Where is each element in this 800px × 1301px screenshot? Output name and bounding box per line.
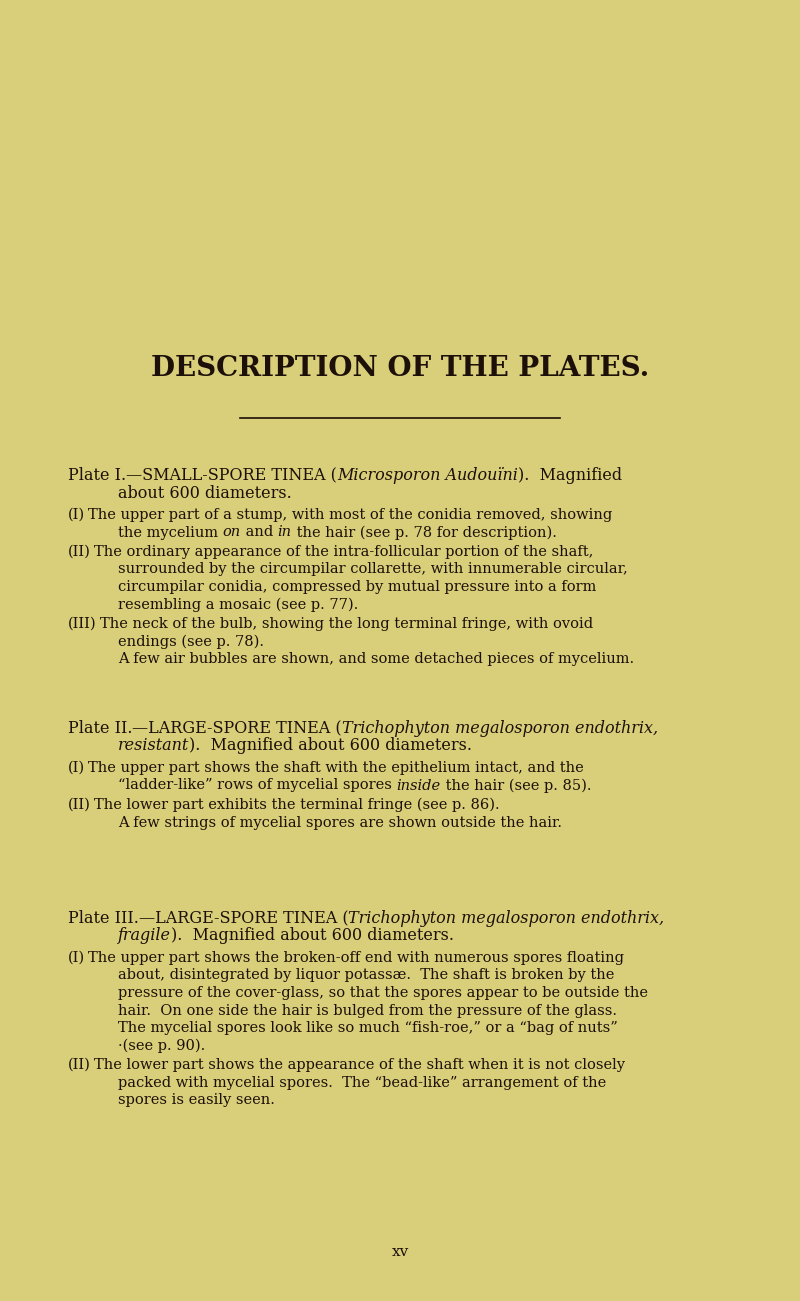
Text: Plate II.: Plate II. [68,719,133,736]
Text: The lower part shows the appearance of the shaft when it is not closely: The lower part shows the appearance of t… [94,1058,625,1072]
Text: and: and [241,526,278,540]
Text: (II): (II) [68,1058,91,1072]
Text: ).  Magnified about 600 diameters.: ). Magnified about 600 diameters. [190,738,472,755]
Text: The ordinary appearance of the intra-follicular portion of the shaft,: The ordinary appearance of the intra-fol… [94,545,594,559]
Text: (III): (III) [68,617,97,631]
Text: inside: inside [397,778,441,792]
Text: —SMALL-SPORE TINEA (: —SMALL-SPORE TINEA ( [126,467,337,484]
Text: surrounded by the circumpilar collarette, with innumerable circular,: surrounded by the circumpilar collarette… [118,562,628,576]
Text: on: on [222,526,241,540]
Text: ·(see p. 90).: ·(see p. 90). [118,1038,206,1053]
Text: ).  Magnified: ). Magnified [518,467,622,484]
Text: Plate I.: Plate I. [68,467,126,484]
Text: Trichophyton megalosporon endothrix,: Trichophyton megalosporon endothrix, [342,719,658,736]
Text: (II): (II) [68,798,91,812]
Text: Microsporon Audouïni: Microsporon Audouïni [337,467,518,484]
Text: resembling a mosaic (see p. 77).: resembling a mosaic (see p. 77). [118,597,358,611]
Text: about 600 diameters.: about 600 diameters. [118,484,292,501]
Text: (I): (I) [68,951,85,965]
Text: the hair (see p. 78 for description).: the hair (see p. 78 for description). [292,526,557,540]
Text: xv: xv [391,1245,409,1259]
Text: The upper part shows the shaft with the epithelium intact, and the: The upper part shows the shaft with the … [88,761,584,775]
Text: —LARGE-SPORE TINEA (: —LARGE-SPORE TINEA ( [139,909,349,928]
Text: The lower part exhibits the terminal fringe (see p. 86).: The lower part exhibits the terminal fri… [94,798,499,812]
Text: circumpilar conidia, compressed by mutual pressure into a form: circumpilar conidia, compressed by mutua… [118,580,596,595]
Text: The upper part shows the broken-off end with numerous spores floating: The upper part shows the broken-off end … [88,951,624,965]
Text: —LARGE-SPORE TINEA (: —LARGE-SPORE TINEA ( [133,719,342,736]
Text: pressure of the cover-glass, so that the spores appear to be outside the: pressure of the cover-glass, so that the… [118,986,648,1000]
Text: the mycelium: the mycelium [118,526,222,540]
Text: The neck of the bulb, showing the long terminal fringe, with ovoid: The neck of the bulb, showing the long t… [100,617,593,631]
Text: A few strings of mycelial spores are shown outside the hair.: A few strings of mycelial spores are sho… [118,816,562,830]
Text: spores is easily seen.: spores is easily seen. [118,1093,275,1107]
Text: Plate III.: Plate III. [68,909,139,928]
Text: (II): (II) [68,545,91,559]
Text: fragile: fragile [118,928,171,945]
Text: Trichophyton megalosporon endothrix,: Trichophyton megalosporon endothrix, [349,909,665,928]
Text: endings (see p. 78).: endings (see p. 78). [118,635,264,649]
Text: the hair (see p. 85).: the hair (see p. 85). [441,778,591,792]
Text: A few air bubbles are shown, and some detached pieces of mycelium.: A few air bubbles are shown, and some de… [118,652,634,666]
Text: about, disintegrated by liquor potassæ.  The shaft is broken by the: about, disintegrated by liquor potassæ. … [118,968,614,982]
Text: (I): (I) [68,761,85,775]
Text: packed with mycelial spores.  The “bead-like” arrangement of the: packed with mycelial spores. The “bead-l… [118,1076,606,1089]
Text: DESCRIPTION OF THE PLATES.: DESCRIPTION OF THE PLATES. [151,355,649,382]
Text: in: in [278,526,292,540]
Text: ).  Magnified about 600 diameters.: ). Magnified about 600 diameters. [171,928,454,945]
Text: (I): (I) [68,507,85,522]
Text: hair.  On one side the hair is bulged from the pressure of the glass.: hair. On one side the hair is bulged fro… [118,1003,617,1017]
Text: The upper part of a stump, with most of the conidia removed, showing: The upper part of a stump, with most of … [88,507,612,522]
Text: resistant: resistant [118,738,190,755]
Text: “ladder-like” rows of mycelial spores: “ladder-like” rows of mycelial spores [118,778,397,792]
Text: The mycelial spores look like so much “fish-roe,” or a “bag of nuts”: The mycelial spores look like so much “f… [118,1021,618,1036]
